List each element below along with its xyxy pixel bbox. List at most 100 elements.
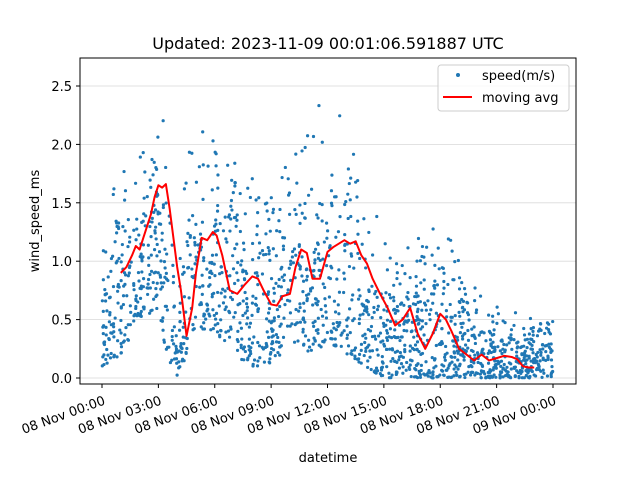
speed-point: [210, 188, 214, 192]
speed-point: [122, 339, 126, 343]
speed-point: [495, 321, 499, 325]
speed-point: [242, 278, 247, 282]
speed-point: [426, 299, 430, 303]
speed-point: [128, 304, 132, 308]
speed-point: [345, 333, 350, 337]
speed-point: [500, 370, 504, 374]
y-tick-label: 2.0: [51, 138, 72, 153]
speed-point: [324, 264, 329, 268]
speed-point: [403, 320, 407, 324]
y-tick-label: 1.0: [51, 255, 72, 270]
speed-point: [269, 346, 274, 351]
speed-point: [290, 322, 294, 326]
speed-point: [134, 238, 138, 242]
speed-point: [113, 316, 117, 320]
speed-point: [455, 373, 459, 377]
speed-point: [255, 364, 260, 368]
speed-point: [216, 173, 220, 177]
speed-point: [313, 261, 317, 265]
speed-point: [277, 340, 281, 344]
speed-point: [315, 213, 319, 217]
speed-point: [375, 348, 379, 352]
speed-point: [545, 326, 549, 330]
speed-point: [233, 215, 238, 220]
speed-point: [155, 306, 159, 311]
speed-point: [292, 340, 297, 344]
speed-point: [223, 289, 227, 293]
speed-point: [265, 209, 269, 213]
speed-point: [319, 307, 323, 312]
speed-point: [473, 286, 477, 290]
y-axis-ticks: 0.0 0.5 1.0 1.5 2.0 2.5: [51, 80, 80, 387]
speed-point: [202, 327, 207, 331]
speed-point: [430, 356, 434, 360]
speed-point: [339, 344, 343, 348]
speed-point: [152, 248, 157, 252]
speed-point: [424, 322, 428, 326]
speed-point: [149, 235, 153, 239]
speed-point: [174, 334, 178, 338]
speed-point: [487, 313, 491, 317]
speed-point: [227, 213, 232, 217]
speed-point: [260, 249, 265, 253]
speed-point: [178, 319, 182, 324]
speed-point: [219, 318, 223, 322]
speed-point: [286, 177, 290, 181]
speed-point: [443, 355, 447, 359]
speed-point: [321, 339, 325, 344]
speed-point: [212, 262, 216, 266]
speed-point: [301, 290, 305, 294]
speed-point: [314, 297, 318, 301]
speed-point: [351, 293, 355, 297]
speed-point: [271, 207, 276, 211]
speed-point: [115, 355, 119, 359]
speed-point: [463, 292, 468, 296]
speed-point: [501, 367, 505, 371]
speed-point: [297, 243, 301, 247]
speed-point: [285, 324, 290, 328]
speed-point: [164, 165, 168, 170]
speed-point: [139, 284, 143, 288]
speed-point: [262, 360, 267, 364]
speed-point: [503, 373, 508, 378]
speed-point: [280, 175, 284, 180]
speed-point: [346, 316, 350, 320]
speed-point: [415, 314, 419, 319]
speed-point: [536, 350, 540, 355]
speed-point: [440, 302, 444, 306]
speed-point: [159, 222, 163, 226]
speed-point: [484, 375, 488, 379]
speed-point: [316, 316, 320, 320]
speed-point: [509, 328, 514, 332]
speed-point: [149, 309, 153, 313]
speed-point: [156, 135, 160, 139]
speed-point: [527, 356, 531, 360]
speed-point: [305, 296, 309, 301]
speed-point: [541, 347, 545, 351]
speed-point: [243, 212, 247, 216]
speed-point: [541, 368, 545, 372]
speed-point: [346, 216, 350, 221]
speed-point: [418, 373, 422, 377]
speed-point: [524, 354, 529, 358]
speed-point: [190, 151, 194, 155]
speed-point: [216, 322, 220, 326]
speed-point: [256, 340, 260, 345]
speed-point: [391, 295, 396, 299]
speed-point: [119, 351, 123, 355]
speed-point: [444, 309, 448, 313]
speed-point: [150, 216, 154, 220]
speed-point: [263, 202, 268, 206]
speed-point: [188, 253, 192, 257]
speed-point: [429, 375, 433, 379]
speed-point: [178, 256, 182, 261]
speed-point: [188, 235, 192, 239]
speed-point: [401, 365, 405, 369]
speed-point: [346, 192, 350, 196]
speed-point: [151, 173, 155, 177]
speed-point: [453, 260, 457, 264]
speed-point: [282, 273, 287, 277]
speed-point: [256, 359, 260, 363]
speed-point: [108, 295, 112, 299]
speed-point: [469, 370, 474, 374]
